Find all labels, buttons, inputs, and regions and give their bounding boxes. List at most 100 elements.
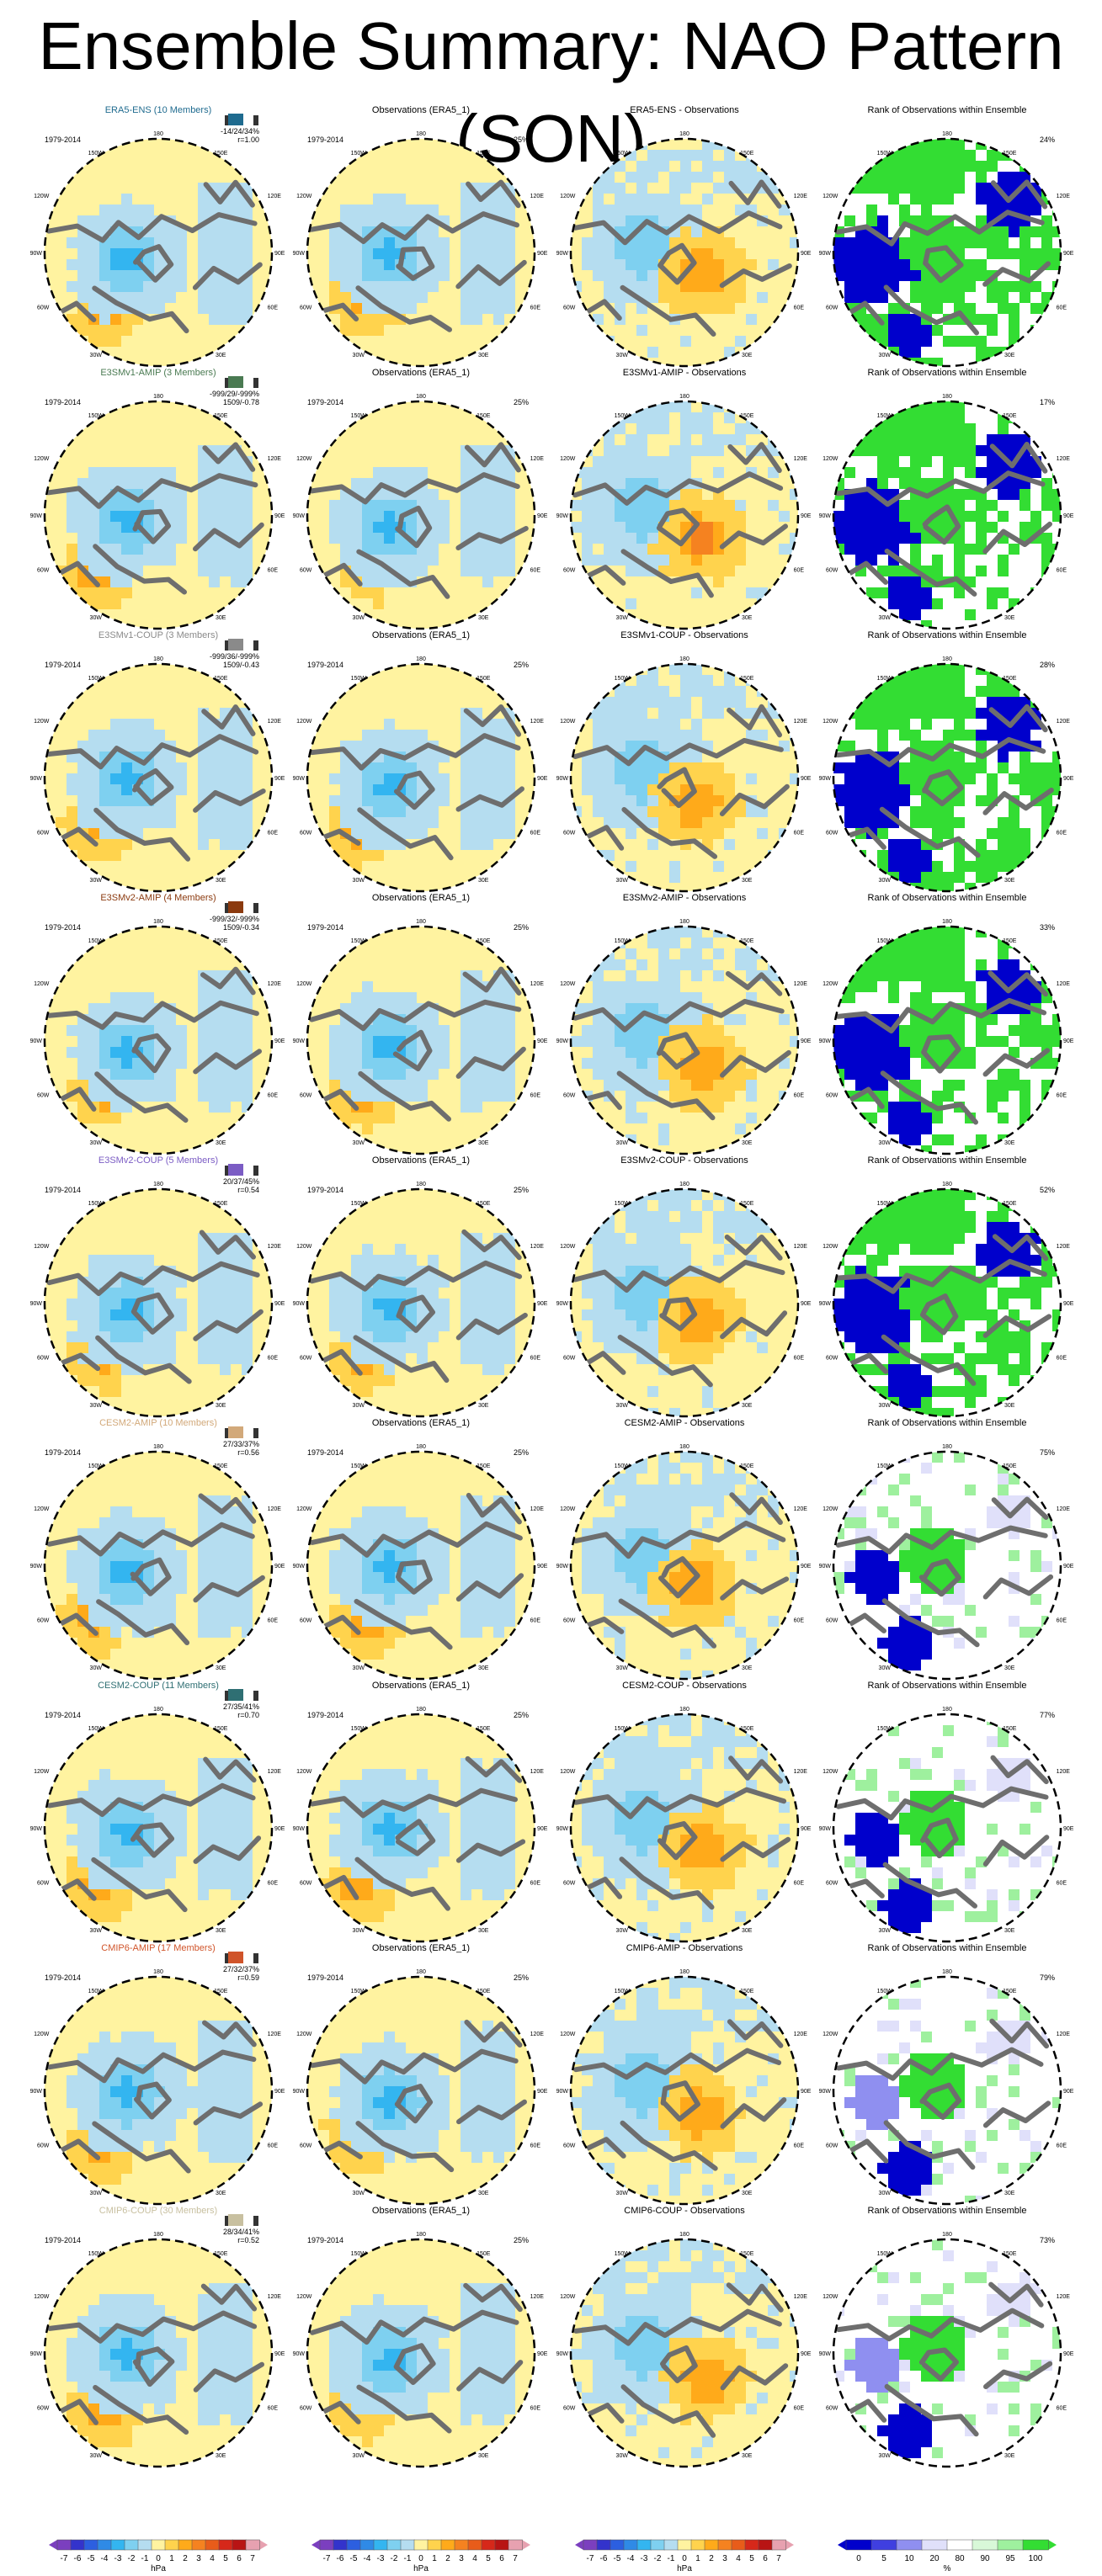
colorbar-cell bbox=[97, 2539, 112, 2551]
lon-label: 120W bbox=[34, 1769, 50, 1775]
lon-label: 90W bbox=[556, 2351, 569, 2357]
lon-label: 120E bbox=[794, 194, 808, 199]
lon-label: 30W bbox=[616, 353, 629, 359]
lon-label: 150W bbox=[615, 2251, 631, 2257]
lon-label: 180 bbox=[153, 1969, 163, 1975]
lon-label: 180 bbox=[416, 131, 426, 137]
lon-label: 150W bbox=[351, 413, 367, 419]
lon-label: 60W bbox=[300, 1881, 312, 1887]
lon-label: 120E bbox=[268, 1506, 282, 1512]
lon-label: 90E bbox=[801, 1826, 812, 1832]
lon-label: 90E bbox=[537, 776, 548, 782]
lon-label: 30E bbox=[216, 878, 226, 884]
lon-label: 30W bbox=[353, 878, 365, 884]
colorbar-cell bbox=[373, 2539, 388, 2551]
lon-label: 120W bbox=[823, 2032, 838, 2037]
obs-map: 180 150W 150E 120W 120E 90W 90E 60W 60E 30W 30E bbox=[293, 131, 548, 368]
lon-label: 30W bbox=[879, 2191, 892, 2196]
rank-title: Rank of Observations within Ensemble bbox=[867, 2206, 1027, 2216]
lon-label: 90W bbox=[819, 1038, 832, 1044]
obs-title: Observations (ERA5_1) bbox=[371, 893, 471, 903]
period-label: 1979-2014 bbox=[45, 135, 82, 144]
lon-label: 150E bbox=[476, 1201, 491, 1207]
lon-label: 60E bbox=[794, 2406, 805, 2412]
lon-label: 90E bbox=[274, 1826, 285, 1832]
rank-percent: 17% bbox=[1040, 398, 1056, 406]
ensemble-map: 180 150W 150E 120W 120E 90W 90E 60W 60E 30W 30E bbox=[30, 1707, 285, 1943]
lon-label: 30W bbox=[353, 353, 365, 359]
ensemble-title: CESM2-COUP (11 Members) bbox=[98, 1681, 219, 1691]
colorbar-cell bbox=[650, 2539, 665, 2551]
ensemble-map: 180 150W 150E 120W 120E 90W 90E 60W 60E 30W 30E bbox=[30, 131, 285, 368]
lon-label: 30W bbox=[90, 353, 103, 359]
lon-label: 90W bbox=[819, 251, 832, 257]
lon-label: 120E bbox=[1057, 981, 1071, 987]
lon-label: 150E bbox=[740, 938, 754, 944]
lon-label: 150W bbox=[88, 676, 104, 682]
lon-label: 30W bbox=[616, 615, 629, 621]
lon-label: 120W bbox=[296, 719, 312, 725]
lon-label: 60E bbox=[794, 305, 805, 311]
lon-label: 150W bbox=[88, 1989, 104, 1994]
lon-label: 30E bbox=[1004, 353, 1015, 359]
colorbar-cell bbox=[56, 2539, 72, 2551]
ensemble-stats: 20/37/45% r=0.54 bbox=[192, 1177, 259, 1194]
lon-label: 30W bbox=[353, 615, 365, 621]
lon-label: 30E bbox=[216, 615, 226, 621]
colorbar-cell bbox=[400, 2539, 415, 2551]
lon-label: 30W bbox=[616, 1928, 629, 1934]
lon-label: 90E bbox=[274, 513, 285, 519]
lon-label: 120E bbox=[530, 194, 545, 199]
lon-label: 180 bbox=[942, 919, 952, 925]
colorbar-tick: 2 bbox=[445, 2554, 450, 2563]
lon-label: 30E bbox=[478, 878, 489, 884]
lon-label: 120E bbox=[1057, 1506, 1071, 1512]
lon-label: 150W bbox=[877, 1726, 893, 1732]
lon-label: 60W bbox=[300, 305, 312, 311]
lon-label: 30W bbox=[616, 878, 629, 884]
obs-percent: 25% bbox=[514, 2236, 530, 2244]
lon-label: 30E bbox=[216, 1928, 226, 1934]
lon-label: 150E bbox=[1003, 1989, 1017, 1994]
lon-label: 30E bbox=[478, 615, 489, 621]
lon-label: 120W bbox=[560, 719, 576, 725]
lon-label: 90E bbox=[537, 513, 548, 519]
lon-label: 60W bbox=[300, 568, 312, 574]
lon-label: 90W bbox=[819, 2089, 832, 2095]
colorbar-tick: 4 bbox=[210, 2554, 215, 2563]
lon-label: 60E bbox=[268, 305, 279, 311]
colorbar-cell bbox=[151, 2539, 166, 2551]
colorbar-cell bbox=[583, 2539, 598, 2551]
rank-title: Rank of Observations within Ensemble bbox=[867, 893, 1027, 903]
lon-label: 30E bbox=[1004, 1928, 1015, 1934]
stat-line: 28/34/41% bbox=[222, 2228, 259, 2236]
lon-label: 150E bbox=[214, 2251, 228, 2257]
lon-label: 150W bbox=[877, 1201, 893, 1207]
lon-label: 180 bbox=[679, 2232, 689, 2238]
rank-title: Rank of Observations within Ensemble bbox=[867, 105, 1027, 115]
stat-line: -999/29/-999% bbox=[209, 390, 259, 398]
colorbar-cell bbox=[704, 2539, 719, 2551]
lon-label: 30E bbox=[742, 1403, 753, 1409]
rank-percent: 73% bbox=[1040, 2236, 1056, 2244]
lon-label: 150W bbox=[88, 1201, 104, 1207]
lon-label: 180 bbox=[679, 1969, 689, 1975]
range-marker bbox=[253, 903, 258, 913]
colorbar-cell bbox=[232, 2539, 247, 2551]
colorbar-tick: 1 bbox=[169, 2554, 174, 2563]
lon-label: 120W bbox=[560, 456, 576, 462]
lon-label: 150W bbox=[877, 413, 893, 419]
lon-label: 120W bbox=[823, 1506, 838, 1512]
range-marker bbox=[225, 2216, 228, 2226]
lon-label: 90E bbox=[537, 1038, 548, 1044]
diff-title: CMIP6-AMIP - Observations bbox=[626, 1943, 743, 1953]
colorbar-tick: 95 bbox=[1005, 2554, 1015, 2563]
lon-label: 60E bbox=[268, 2406, 279, 2412]
rank-map: 180 150W 150E 120W 120E 90W 90E 60W 60E 30W 30E bbox=[819, 1969, 1074, 2206]
lon-label: 90E bbox=[537, 1301, 548, 1307]
lon-label: 60E bbox=[794, 1881, 805, 1887]
colorbar-cell bbox=[83, 2539, 98, 2551]
range-marker bbox=[225, 115, 228, 125]
colorbar-cell bbox=[70, 2539, 85, 2551]
lon-label: 120E bbox=[268, 2032, 282, 2037]
